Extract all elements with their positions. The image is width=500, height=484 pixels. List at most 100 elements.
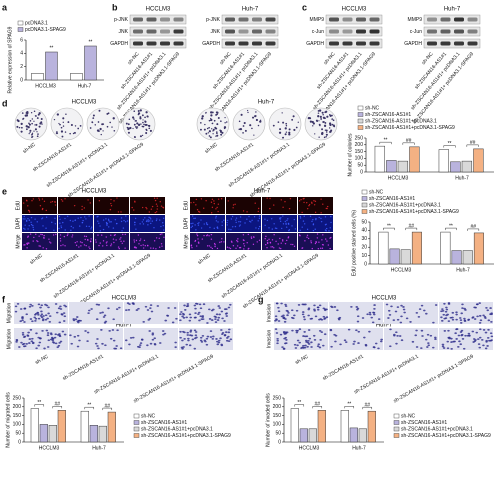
stained-cell	[482, 344, 485, 347]
blot-band	[427, 29, 437, 34]
stained-cell	[334, 340, 337, 343]
y-tick-label: 50	[275, 431, 281, 437]
nucleus	[217, 210, 219, 213]
colony	[34, 128, 37, 131]
nucleus	[299, 229, 301, 232]
stained-cell	[197, 313, 200, 316]
nucleus	[236, 245, 239, 247]
stained-cell	[455, 338, 458, 340]
stained-cell	[183, 309, 187, 311]
stained-cell	[223, 320, 226, 322]
stained-cell	[58, 341, 61, 344]
colony	[101, 123, 104, 126]
stained-cell	[463, 319, 467, 322]
fluorescence-image	[22, 197, 57, 214]
stained-cell	[275, 318, 278, 321]
nucleus	[156, 208, 158, 210]
nucleus	[293, 218, 296, 221]
blot-band	[173, 41, 184, 46]
nucleus	[328, 230, 330, 232]
stained-cell	[175, 317, 178, 320]
colony	[211, 128, 213, 130]
stained-cell	[69, 334, 72, 337]
legend-swatch	[361, 196, 368, 201]
colony	[277, 121, 279, 123]
stained-cell	[84, 330, 87, 332]
nucleus	[210, 201, 213, 203]
nucleus	[214, 245, 216, 248]
colony	[215, 113, 218, 116]
nucleus	[158, 246, 161, 248]
panel-label: c	[302, 2, 307, 12]
colony	[139, 109, 142, 112]
colony	[106, 112, 109, 115]
stained-cell	[146, 344, 149, 347]
nucleus	[210, 246, 212, 249]
stained-cell	[33, 316, 37, 319]
stained-cell	[282, 348, 286, 350]
stained-cell	[14, 310, 18, 313]
stained-cell	[443, 302, 446, 305]
nucleus	[196, 234, 199, 237]
nucleus	[26, 247, 28, 249]
colony	[224, 122, 226, 124]
nucleus	[23, 215, 25, 218]
nucleus	[191, 225, 194, 227]
stained-cell	[211, 337, 215, 340]
nucleus	[264, 224, 266, 227]
nucleus	[159, 219, 161, 221]
plate-caption: sh-ZSCAN16-AS1#1+ pcDNA3.1	[45, 142, 109, 189]
nucleus	[243, 239, 245, 242]
stained-cell	[229, 338, 233, 341]
colony	[255, 118, 259, 122]
colony	[279, 128, 282, 131]
stained-cell	[181, 315, 184, 318]
legend-swatch	[133, 433, 140, 438]
stained-cell	[147, 318, 151, 321]
stained-cell	[460, 312, 464, 315]
colony	[112, 117, 115, 120]
legend-label: pcDNA3.1	[25, 20, 48, 26]
nucleus	[271, 218, 273, 220]
stained-cell	[296, 344, 299, 347]
nucleus	[314, 242, 317, 245]
nucleus	[88, 246, 90, 248]
colony	[252, 116, 255, 119]
stained-cell	[445, 306, 448, 309]
stained-cell	[140, 339, 144, 341]
stained-cell	[214, 318, 217, 321]
colony	[208, 135, 211, 137]
nucleus	[219, 241, 221, 244]
colony	[144, 120, 147, 123]
stained-cell	[59, 305, 62, 308]
bar	[473, 232, 484, 265]
nucleus	[77, 217, 79, 219]
nucleus	[110, 198, 112, 201]
transwell-image	[274, 328, 328, 350]
nucleus	[64, 229, 66, 231]
colony	[243, 121, 246, 125]
stained-cell	[275, 332, 279, 334]
nucleus	[190, 226, 192, 229]
nucleus	[257, 210, 259, 213]
stained-cell	[476, 315, 479, 318]
colony	[240, 113, 243, 116]
colony	[38, 125, 41, 128]
y-tick-label: 100	[355, 156, 364, 162]
stained-cell	[198, 303, 202, 306]
colony	[58, 122, 60, 125]
significance: **	[387, 223, 391, 229]
nucleus	[55, 233, 57, 236]
nucleus	[190, 202, 192, 204]
nucleus	[282, 223, 285, 225]
colony	[144, 124, 147, 126]
stained-cell	[186, 331, 189, 334]
stained-cell	[450, 347, 453, 350]
bar	[358, 428, 367, 443]
stained-cell	[39, 337, 42, 340]
nucleus	[284, 242, 287, 245]
nucleus	[246, 242, 248, 244]
nucleus	[79, 241, 82, 243]
nucleus	[60, 225, 62, 227]
stained-cell	[440, 319, 444, 322]
